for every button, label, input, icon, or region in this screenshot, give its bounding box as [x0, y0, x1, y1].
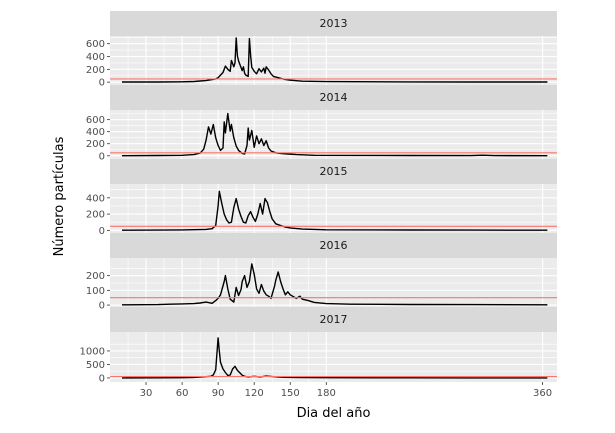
x-tick-label: 180	[317, 388, 336, 399]
panel-background	[110, 332, 557, 382]
panel-background	[110, 184, 557, 234]
x-tick-label: 30	[140, 388, 153, 399]
y-tick-label: 200	[86, 271, 105, 282]
facet-strip-label: 2013	[320, 17, 348, 30]
y-tick-label: 0	[99, 78, 105, 89]
x-tick-label: 360	[533, 388, 552, 399]
y-tick-label: 0	[99, 301, 105, 312]
y-tick-label: 200	[86, 65, 105, 76]
x-axis-title: Dia del año	[297, 406, 371, 421]
panel-background	[110, 36, 557, 86]
x-axis: 30 60 90 120 150 180 360	[140, 382, 552, 399]
y-axis-title: Número partículas	[52, 136, 67, 256]
y-tick-label: 1000	[80, 346, 105, 357]
x-tick-label: 90	[212, 388, 225, 399]
y-tick-label: 600	[86, 39, 105, 50]
facet-strip	[110, 85, 557, 110]
facet-strip	[110, 233, 557, 258]
facet-2016: 2016 0 100 200	[86, 233, 557, 312]
facet-strip	[110, 159, 557, 184]
facet-strip-label: 2014	[320, 91, 348, 104]
facet-2013: 2013 0 200 400 600	[86, 11, 557, 89]
y-tick-label: 500	[86, 360, 105, 371]
facet-2015: 2015 0 200 400	[86, 159, 557, 237]
panel-background	[110, 110, 557, 160]
y-tick-label: 0	[99, 151, 105, 162]
x-tick-label: 60	[176, 388, 189, 399]
x-tick-label: 120	[245, 388, 264, 399]
y-tick-label: 600	[86, 115, 105, 126]
y-tick-label: 400	[86, 127, 105, 138]
y-tick-label: 200	[86, 210, 105, 221]
facet-panels: 2013020040060020140200400600201502004002…	[80, 11, 557, 384]
y-tick-label: 0	[99, 373, 105, 384]
y-tick-label: 400	[86, 193, 105, 204]
facet-strip	[110, 11, 557, 36]
facet-strip-label: 2016	[320, 239, 348, 252]
y-tick-label: 200	[86, 139, 105, 150]
series-line	[121, 112, 548, 157]
y-tick-label: 400	[86, 52, 105, 63]
facet-strip-label: 2017	[320, 313, 348, 326]
y-tick-label: 100	[86, 286, 105, 297]
facet-strip-label: 2015	[320, 165, 348, 178]
series-line	[122, 37, 548, 83]
facet-strip	[110, 307, 557, 332]
x-tick-label: 150	[281, 388, 300, 399]
series-line	[121, 263, 548, 306]
facet-2017: 2017 0 500 1000	[80, 307, 557, 384]
y-tick-label: 0	[99, 226, 105, 237]
